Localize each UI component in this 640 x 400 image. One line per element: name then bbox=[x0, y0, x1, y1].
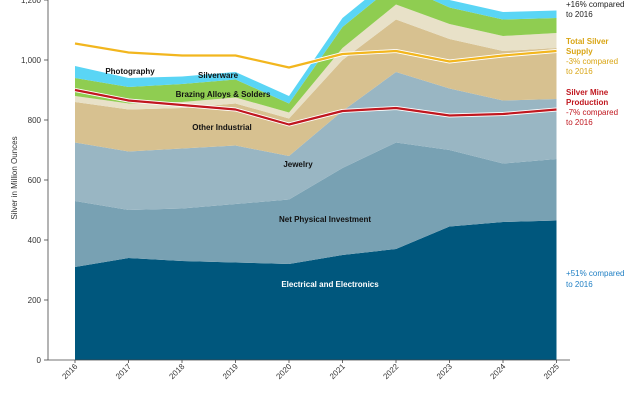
x-tick-label: 2024 bbox=[488, 362, 507, 381]
band-label-photography: Photography bbox=[105, 67, 155, 76]
band-label-electrical: Electrical and Electronics bbox=[281, 280, 379, 289]
y-tick-label: 1,000 bbox=[21, 56, 42, 65]
area-net-physical-investment bbox=[75, 142, 557, 267]
stacked-areas bbox=[75, 0, 557, 360]
x-tick-label: 2019 bbox=[221, 362, 240, 381]
area-jewelry bbox=[75, 72, 557, 210]
annotation-total-supply-text-1: -3% compared bbox=[566, 57, 618, 66]
x-tick-labels: 2016 2017 2018 2019 2020 2021 2022 2023 2024 2025 bbox=[60, 360, 561, 381]
annotation-total-demand-text-2: to 2016 bbox=[566, 10, 593, 19]
x-tick-label: 2021 bbox=[328, 362, 347, 381]
y-axis-title: Silver in Million Ounces bbox=[10, 136, 19, 219]
line-total-silver-supply bbox=[74, 42, 557, 69]
annotation-total-supply-title-2: Supply bbox=[566, 47, 593, 56]
y-tick-labels: 0 200 400 600 800 1,000 1,200 bbox=[21, 0, 48, 365]
band-label-brazing: Brazing Alloys & Solders bbox=[176, 90, 271, 99]
annotation-total-demand: +16% compared to 2016 bbox=[566, 0, 627, 19]
annotation-total-supply-title-1: Total Silver bbox=[566, 37, 609, 46]
line-silver-mine-production bbox=[74, 88, 557, 126]
area-brazing-alloys-solders bbox=[75, 4, 557, 119]
area-electrical-and-electronics bbox=[75, 220, 557, 360]
band-label-other-industrial: Other Industrial bbox=[192, 123, 252, 132]
area-silverware bbox=[75, 0, 557, 113]
x-tick-label: 2018 bbox=[167, 362, 186, 381]
y-tick-label: 400 bbox=[28, 236, 42, 245]
supply-lines bbox=[74, 41, 557, 127]
x-tick-label: 2020 bbox=[274, 362, 293, 381]
band-label-net-physical-investment: Net Physical Investment bbox=[279, 215, 371, 224]
band-label-jewelry: Jewelry bbox=[283, 160, 313, 169]
x-tick-label: 2023 bbox=[435, 362, 454, 381]
y-tick-label: 600 bbox=[28, 176, 42, 185]
annotation-mine-text-1: -7% compared bbox=[566, 108, 618, 117]
x-tick-label: 2022 bbox=[381, 362, 400, 381]
y-tick-label: 0 bbox=[37, 356, 42, 365]
x-tick-label: 2016 bbox=[60, 362, 79, 381]
x-tick-label: 2025 bbox=[542, 362, 561, 381]
y-tick-label: 800 bbox=[28, 116, 42, 125]
annotation-mine-text-2: to 2016 bbox=[566, 118, 593, 127]
annotation-electrical: +51% compared to 2016 bbox=[566, 269, 627, 289]
annotation-electrical-text-1: +51% compared bbox=[566, 269, 624, 278]
x-tick-label: 2017 bbox=[114, 362, 133, 381]
annotation-total-supply-text-2: to 2016 bbox=[566, 67, 593, 76]
area-photography bbox=[75, 0, 557, 104]
y-tick-label: 200 bbox=[28, 296, 42, 305]
y-tick-label: 1,200 bbox=[21, 0, 42, 5]
annotation-mine-title-2: Production bbox=[566, 98, 608, 107]
annotation-electrical-text-2: to 2016 bbox=[566, 280, 593, 289]
annotation-mine-production: Silver Mine Production -7% compared to 2… bbox=[566, 82, 622, 127]
area-other-industrial bbox=[75, 19, 557, 156]
band-label-silverware: Silverware bbox=[198, 71, 239, 80]
annotation-total-supply: Total Silver Supply -3% compared to 2016 bbox=[566, 31, 622, 76]
annotation-total-demand-text: +16% compared bbox=[566, 0, 624, 9]
annotation-mine-title-1: Silver Mine bbox=[566, 88, 609, 97]
